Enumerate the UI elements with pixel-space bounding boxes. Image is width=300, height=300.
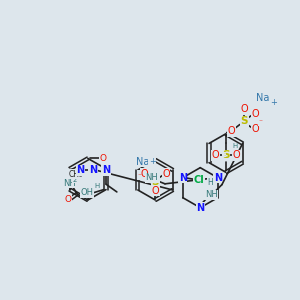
Text: O: O bbox=[232, 150, 240, 160]
Text: S: S bbox=[222, 150, 230, 160]
Text: NH: NH bbox=[205, 190, 218, 199]
Text: Na: Na bbox=[256, 93, 270, 103]
Text: O: O bbox=[100, 154, 107, 163]
Text: O: O bbox=[212, 150, 220, 160]
Text: +: + bbox=[149, 157, 156, 166]
Text: ⁻: ⁻ bbox=[137, 171, 141, 180]
Text: O: O bbox=[162, 169, 170, 179]
Text: O: O bbox=[64, 195, 71, 204]
Text: NH: NH bbox=[63, 178, 76, 188]
Text: N: N bbox=[179, 173, 187, 183]
Text: H: H bbox=[207, 178, 213, 187]
Text: H: H bbox=[94, 183, 99, 189]
Text: Cl: Cl bbox=[194, 175, 204, 185]
Text: OH: OH bbox=[81, 188, 94, 197]
Text: O: O bbox=[227, 127, 235, 136]
Text: H: H bbox=[233, 143, 238, 149]
Text: O: O bbox=[251, 124, 259, 134]
Text: CH₃: CH₃ bbox=[69, 170, 83, 179]
Text: ⁻: ⁻ bbox=[259, 117, 263, 126]
Text: NH: NH bbox=[146, 173, 158, 182]
Text: N: N bbox=[196, 203, 204, 213]
Text: N: N bbox=[214, 173, 222, 183]
Text: N: N bbox=[89, 165, 97, 176]
Text: O: O bbox=[152, 186, 159, 196]
Text: +: + bbox=[270, 98, 277, 107]
Text: O: O bbox=[241, 104, 248, 114]
Text: 2: 2 bbox=[73, 177, 77, 183]
Text: Na: Na bbox=[136, 157, 150, 166]
Text: O: O bbox=[141, 169, 148, 179]
Text: S: S bbox=[152, 176, 159, 187]
Text: :: : bbox=[223, 152, 225, 157]
Text: N: N bbox=[102, 165, 110, 176]
Text: O: O bbox=[251, 109, 259, 119]
Text: S: S bbox=[241, 116, 248, 127]
Text: N: N bbox=[76, 165, 85, 176]
